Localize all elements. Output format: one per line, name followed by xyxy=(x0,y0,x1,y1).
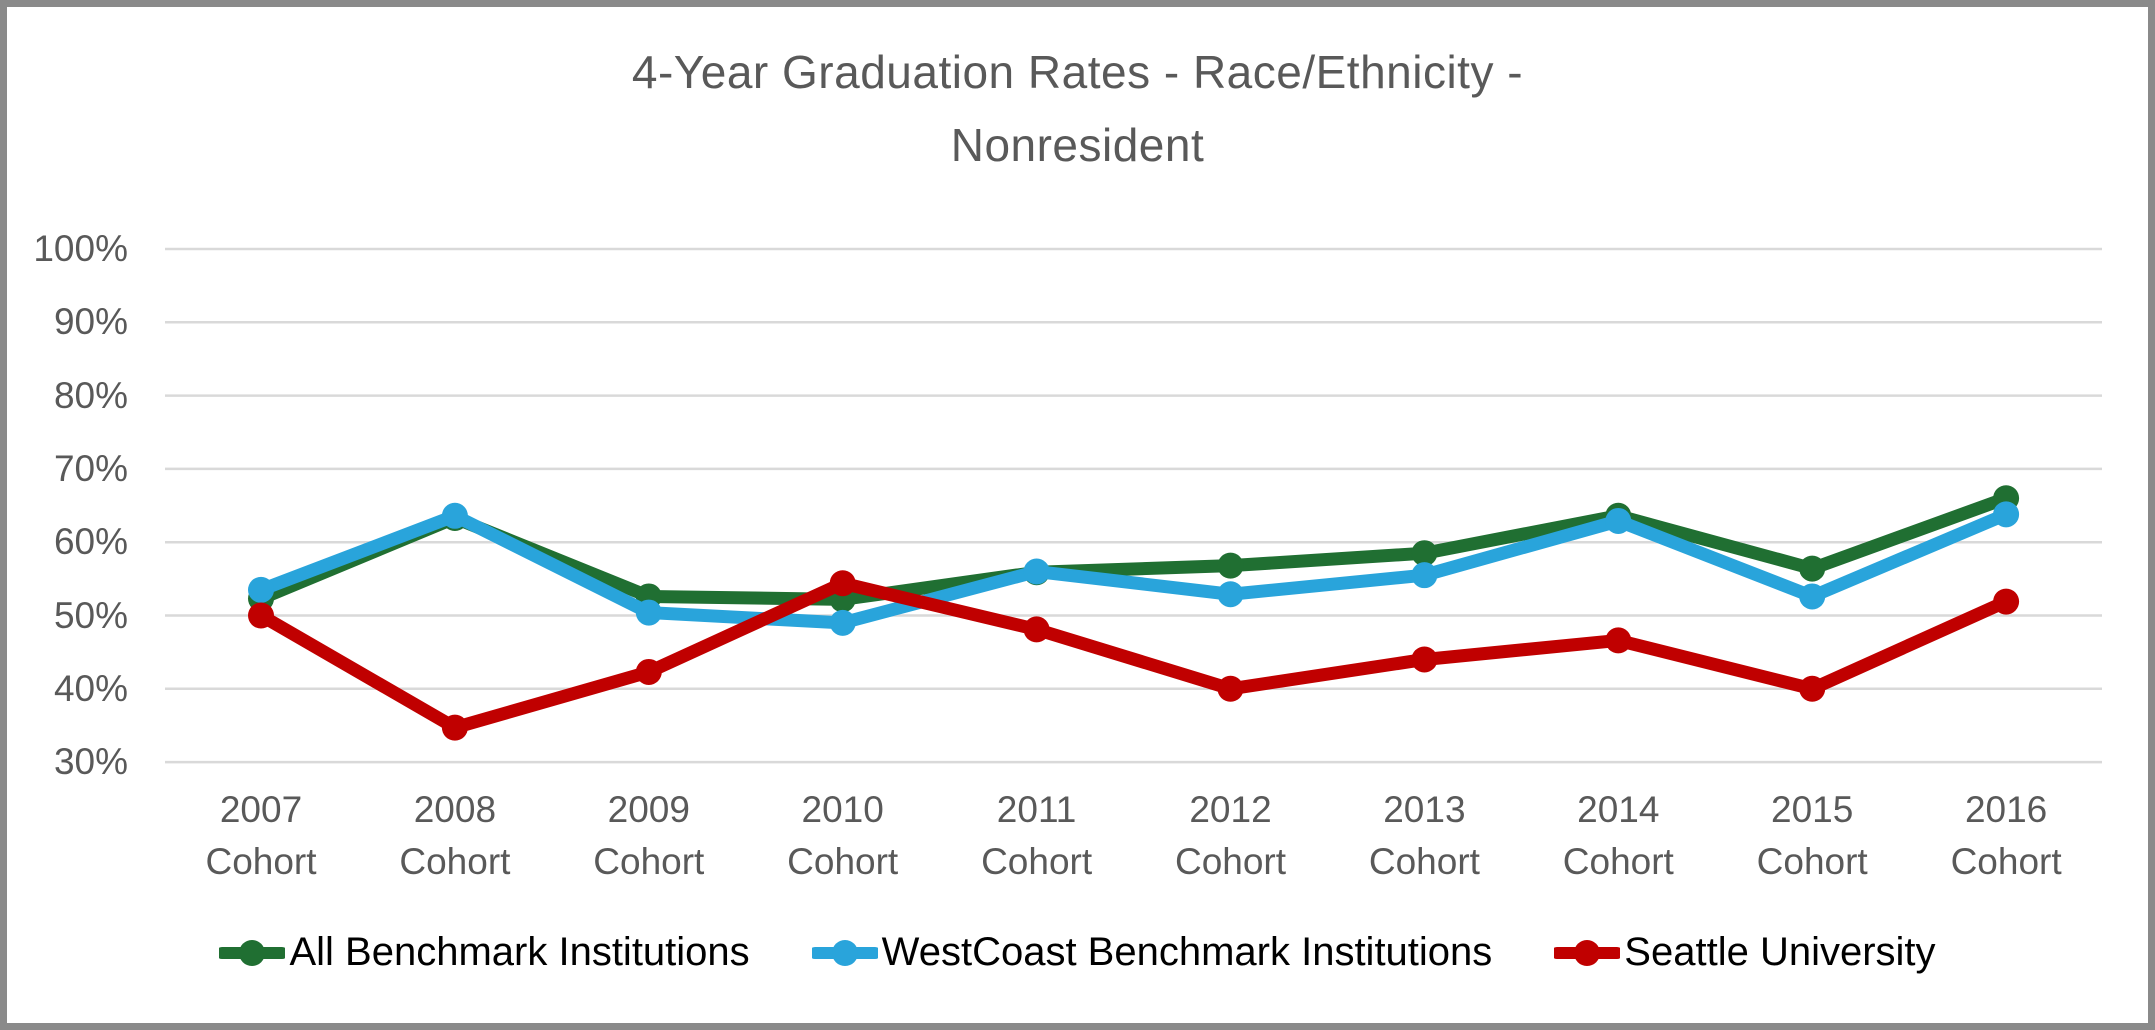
x-axis-year: 2016 xyxy=(1964,789,2048,830)
x-axis-tick-label: 2015 Cohort xyxy=(1715,784,1909,888)
legend-label-all-benchmark: All Benchmark Institutions xyxy=(289,930,750,974)
y-axis-tick-label: 90% xyxy=(53,301,128,343)
chart-title: 4-Year Graduation Rates - Race/Ethnicity… xyxy=(0,36,2155,182)
x-axis-cohort: Cohort xyxy=(1950,841,2062,882)
y-axis-tick-label: 50% xyxy=(53,594,128,636)
x-axis-tick-label: 2008 Cohort xyxy=(358,784,552,888)
y-axis-tick-label: 40% xyxy=(53,667,128,709)
x-axis-year: 2009 xyxy=(607,789,690,830)
x-axis-tick-label: 2012 Cohort xyxy=(1134,784,1328,888)
data-point-series-0 xyxy=(1411,540,1438,567)
x-axis-cohort: Cohort xyxy=(1562,841,1674,882)
series-line-2 xyxy=(254,576,2013,735)
y-axis-tick-label: 100% xyxy=(33,228,128,269)
data-point-series-2 xyxy=(1993,588,2020,615)
x-axis-cohort: Cohort xyxy=(1368,841,1480,882)
series-line-1 xyxy=(254,507,2013,630)
data-point-series-2 xyxy=(635,658,662,685)
y-axis-tick-label: 30% xyxy=(53,741,128,783)
chart-title-line-2: Nonresident xyxy=(950,119,1205,171)
data-point-series-1 xyxy=(1217,581,1244,608)
legend-line-dot-icon xyxy=(811,939,878,966)
data-point-series-2 xyxy=(829,570,856,597)
data-point-series-1 xyxy=(829,609,856,636)
x-axis-cohort: Cohort xyxy=(1756,841,1868,882)
x-axis-tick-label: 2013 Cohort xyxy=(1327,784,1521,888)
x-axis-tick-label: 2014 Cohort xyxy=(1521,784,1715,888)
legend-item-westcoast-benchmark: WestCoast Benchmark Institutions xyxy=(811,930,1493,975)
legend-line-dot-icon xyxy=(219,939,286,966)
x-axis-year: 2011 xyxy=(996,789,1077,830)
data-point-series-0 xyxy=(1217,552,1244,579)
legend-line-dot-icon xyxy=(1554,939,1621,966)
y-axis-tick-label: 60% xyxy=(53,521,128,563)
data-point-series-2 xyxy=(1605,627,1632,654)
data-point-series-1 xyxy=(1411,562,1438,589)
x-axis-tick-label: 2016 Cohort xyxy=(1909,784,2103,888)
data-point-series-1 xyxy=(1799,583,1826,610)
x-axis-year: 2012 xyxy=(1189,789,1272,830)
chart-legend: All Benchmark Institutions WestCoast Ben… xyxy=(0,930,2155,975)
data-point-series-2 xyxy=(1023,616,1050,643)
x-axis-tick-label: 2007 Cohort xyxy=(164,784,358,888)
data-point-series-1 xyxy=(1993,501,2020,528)
y-axis-tick-label: 70% xyxy=(53,447,128,489)
x-axis-year: 2008 xyxy=(413,789,497,830)
x-axis-cohort: Cohort xyxy=(787,841,899,882)
x-axis-cohort: Cohort xyxy=(593,841,705,882)
x-axis-cohort: Cohort xyxy=(205,841,317,882)
legend-item-all-benchmark: All Benchmark Institutions xyxy=(219,930,750,975)
data-point-series-2 xyxy=(441,714,468,741)
x-axis-tick-label: 2011 Cohort xyxy=(940,784,1134,888)
x-axis-tick-label: 2009 Cohort xyxy=(552,784,746,888)
x-axis-cohort: Cohort xyxy=(399,841,511,882)
data-point-series-2 xyxy=(1217,675,1244,702)
x-axis-tick-label: 2010 Cohort xyxy=(746,784,940,888)
y-axis-tick-label: 80% xyxy=(53,374,128,416)
x-axis-cohort: Cohort xyxy=(1174,841,1287,882)
x-axis-year: 2015 xyxy=(1771,789,1854,830)
data-point-series-1 xyxy=(441,502,468,529)
x-axis-year: 2007 xyxy=(219,789,303,830)
x-axis-year: 2013 xyxy=(1383,789,1466,830)
legend-label-seattle-university: Seattle University xyxy=(1624,930,1936,974)
data-point-series-2 xyxy=(248,602,274,629)
data-point-series-2 xyxy=(1411,646,1438,673)
legend-item-seattle-university: Seattle University xyxy=(1554,930,1936,975)
data-point-series-1 xyxy=(635,599,662,626)
data-point-series-1 xyxy=(1605,507,1632,534)
x-axis-year: 2014 xyxy=(1577,789,1660,830)
chart-title-line-1: 4-Year Graduation Rates - Race/Ethnicity… xyxy=(631,46,1524,98)
data-point-series-1 xyxy=(248,576,274,603)
data-point-series-1 xyxy=(1023,558,1050,585)
legend-label-westcoast-benchmark: WestCoast Benchmark Institutions xyxy=(881,930,1493,974)
data-point-series-2 xyxy=(1799,675,1826,702)
x-axis-year: 2010 xyxy=(801,789,884,830)
data-point-series-0 xyxy=(1799,555,1826,582)
x-axis-cohort: Cohort xyxy=(981,841,1093,882)
